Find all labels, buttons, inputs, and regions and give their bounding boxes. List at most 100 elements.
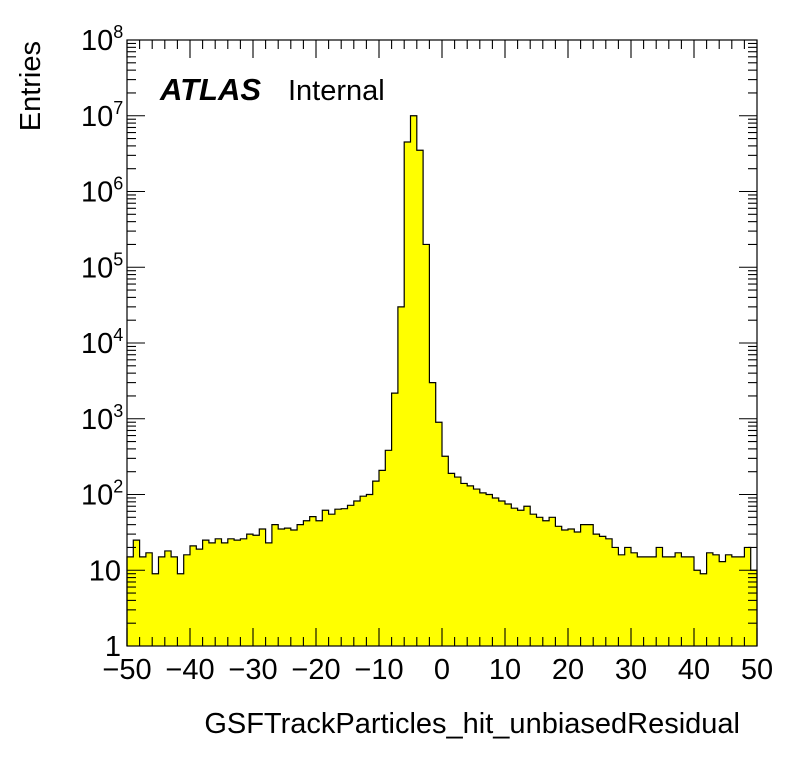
histogram-bin xyxy=(523,506,531,646)
histogram-bin xyxy=(586,524,594,646)
histogram-bin xyxy=(152,573,159,646)
y-tick-label: 103 xyxy=(81,401,123,436)
histogram-bin xyxy=(246,534,254,646)
histogram-bin xyxy=(328,514,336,646)
histogram-bin xyxy=(208,542,216,646)
histogram-bin xyxy=(599,536,607,646)
x-tick-label: −20 xyxy=(291,654,340,686)
histogram-bin xyxy=(385,450,392,646)
histogram-bin xyxy=(215,538,222,646)
histogram-bin xyxy=(353,501,361,646)
y-tick-label: 10 xyxy=(89,555,121,587)
atlas-label: ATLAS xyxy=(159,72,261,107)
histogram-bin xyxy=(127,556,134,646)
histogram-bin xyxy=(366,494,374,646)
histogram-bin xyxy=(240,538,248,646)
x-tick-label: −10 xyxy=(354,654,403,686)
y-axis-label: Entries xyxy=(15,41,47,131)
histogram-bin xyxy=(410,115,418,646)
histogram-bin xyxy=(649,556,657,646)
x-tick-label: −40 xyxy=(165,654,214,686)
histogram-bin xyxy=(492,497,500,646)
x-tick-label: 20 xyxy=(552,654,584,686)
y-tick-label: 108 xyxy=(81,22,123,57)
histogram-bin xyxy=(429,382,437,646)
histogram-bin xyxy=(404,142,411,646)
histogram-bin xyxy=(637,556,644,646)
histogram-bin xyxy=(612,547,619,646)
histogram-bin xyxy=(360,496,367,646)
histogram-bin xyxy=(253,535,260,646)
histogram-bin xyxy=(171,556,178,646)
histogram-bin xyxy=(542,520,550,646)
histogram-bin xyxy=(517,510,525,646)
histogram-bin xyxy=(227,538,235,646)
x-tick-labels: −50 −40 −30 −20 −10 0 10 20 30 40 50 xyxy=(102,654,773,686)
histogram-bin xyxy=(511,508,518,646)
histogram-bin xyxy=(618,554,626,646)
histogram-bin xyxy=(467,485,474,646)
y-tick-label: 105 xyxy=(81,249,123,284)
histogram-bin xyxy=(416,150,424,646)
y-tick-label: 102 xyxy=(81,477,123,512)
histogram-bin xyxy=(568,529,575,646)
histogram-bin xyxy=(423,244,430,647)
histogram-bin xyxy=(536,517,544,646)
histogram-bin xyxy=(164,550,172,646)
histogram-bin xyxy=(334,509,342,646)
histogram-bin xyxy=(668,556,676,646)
histogram-bin xyxy=(624,547,632,646)
histogram-bin xyxy=(479,492,487,646)
histogram-bin xyxy=(712,554,720,646)
histogram-bin xyxy=(750,570,758,646)
histogram-bin xyxy=(549,517,556,646)
histogram-bin xyxy=(738,556,745,646)
histogram-bin xyxy=(631,552,638,646)
histogram-bin xyxy=(744,547,752,646)
histogram-bin xyxy=(505,503,512,646)
x-tick-label: 10 xyxy=(489,654,521,686)
histogram-bin xyxy=(284,528,292,646)
histogram-bin xyxy=(158,556,166,646)
histogram-bin xyxy=(183,554,191,646)
histogram-bin xyxy=(297,524,304,646)
histogram-bin xyxy=(486,494,493,646)
histogram-bin xyxy=(309,516,317,646)
histogram-bin xyxy=(139,556,147,646)
histogram-bin xyxy=(303,520,311,646)
x-tick-label: −30 xyxy=(228,654,277,686)
y-tick-label: 107 xyxy=(81,98,123,133)
histogram-bin xyxy=(687,556,695,646)
histogram-bin xyxy=(498,501,506,646)
histogram-bin xyxy=(555,526,563,646)
histogram-bin xyxy=(177,573,185,646)
histogram-bin xyxy=(643,556,651,646)
histogram-bin xyxy=(278,529,285,646)
x-axis-label: GSFTrackParticles_hit_unbiasedResidual xyxy=(204,708,740,740)
histogram-bin xyxy=(700,573,707,646)
histogram-bin xyxy=(580,524,588,646)
histogram-bin xyxy=(656,547,663,646)
histogram-bin xyxy=(530,514,537,646)
x-tick-label: 30 xyxy=(615,654,647,686)
y-tick-labels: 1 10 102 103 104 105 106 107 108 xyxy=(81,22,123,663)
histogram-bin xyxy=(675,552,682,646)
histogram-bin xyxy=(341,508,348,646)
histogram-bin xyxy=(347,505,355,646)
histogram-bin xyxy=(435,422,443,646)
histogram-bin xyxy=(234,540,241,646)
histogram-bin xyxy=(221,542,229,646)
histogram-outline xyxy=(126,115,758,646)
histogram-bin xyxy=(561,529,569,646)
histogram-bin xyxy=(605,538,613,646)
histogram-bin xyxy=(271,524,279,646)
histogram-bin xyxy=(397,306,405,646)
histogram-bin xyxy=(694,570,701,646)
histogram-bin xyxy=(190,545,197,646)
x-tick-label: 50 xyxy=(741,654,773,686)
histogram-bin xyxy=(133,540,140,646)
histogram-bin xyxy=(391,393,399,646)
histogram-bin xyxy=(574,531,581,646)
histogram-bin xyxy=(448,473,455,646)
histogram-bin xyxy=(259,529,266,646)
